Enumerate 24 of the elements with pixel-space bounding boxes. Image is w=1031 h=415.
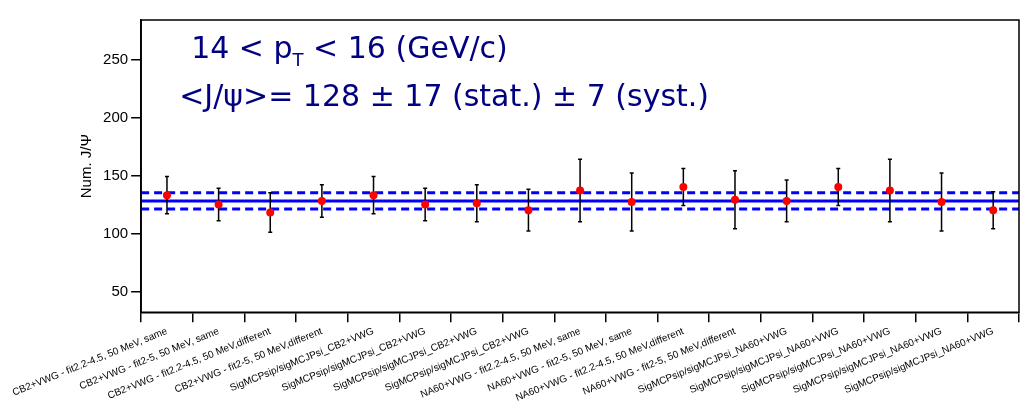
point (782, 196, 791, 205)
point (937, 198, 946, 207)
y-axis-title: Num. J/Ψ (77, 134, 95, 199)
point (369, 191, 378, 200)
point (317, 196, 326, 205)
point (627, 198, 636, 207)
point (421, 200, 430, 209)
annotation: <J/ψ>= 128 ± 17 (stat.) ± 7 (syst.) (179, 78, 710, 113)
point (730, 195, 739, 204)
point (989, 206, 998, 215)
point (472, 199, 481, 208)
y-tick-label: 100 (103, 223, 129, 241)
point (834, 183, 843, 192)
point (524, 206, 533, 215)
point (576, 186, 585, 195)
y-tick-label: 250 (103, 49, 129, 67)
point (162, 191, 171, 200)
point (885, 186, 894, 195)
y-tick-label: 150 (103, 165, 129, 183)
y-tick-label: 50 (111, 281, 129, 299)
point (266, 208, 275, 217)
point (214, 200, 223, 209)
y-tick-label: 200 (103, 107, 129, 125)
point (679, 183, 688, 192)
